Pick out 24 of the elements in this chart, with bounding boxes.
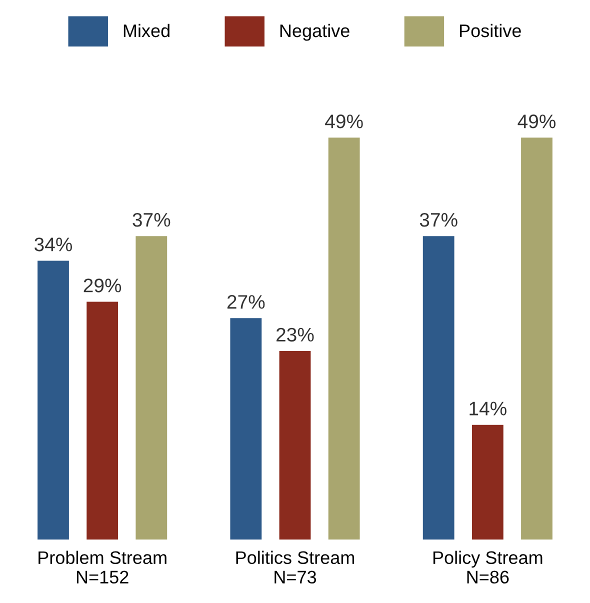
bar (38, 260, 69, 540)
data-label: 49% (325, 114, 363, 128)
bar (521, 138, 552, 540)
x-tick-label: Politics Stream N=73 (236, 550, 354, 584)
bar (472, 424, 504, 540)
data-label: 23% (276, 328, 314, 342)
bar (136, 236, 168, 540)
x-tick-label: Policy Stream N=86 (433, 550, 542, 584)
data-label: 37% (420, 212, 458, 227)
bar (422, 236, 454, 540)
legend-label: Positive (460, 24, 521, 38)
x-tick-label: Problem Stream N=152 (38, 550, 166, 584)
data-label: 29% (84, 278, 122, 292)
data-label: 37% (132, 212, 170, 227)
bar (328, 138, 360, 540)
data-label: 34% (34, 238, 72, 252)
data-label: 14% (470, 402, 506, 416)
bar (86, 302, 118, 540)
data-label: 27% (227, 295, 265, 309)
legend-label: Mixed (124, 24, 170, 38)
data-label: 49% (518, 114, 556, 128)
legend-label: Negative (280, 24, 350, 41)
bar (279, 350, 311, 540)
bar (230, 318, 262, 540)
